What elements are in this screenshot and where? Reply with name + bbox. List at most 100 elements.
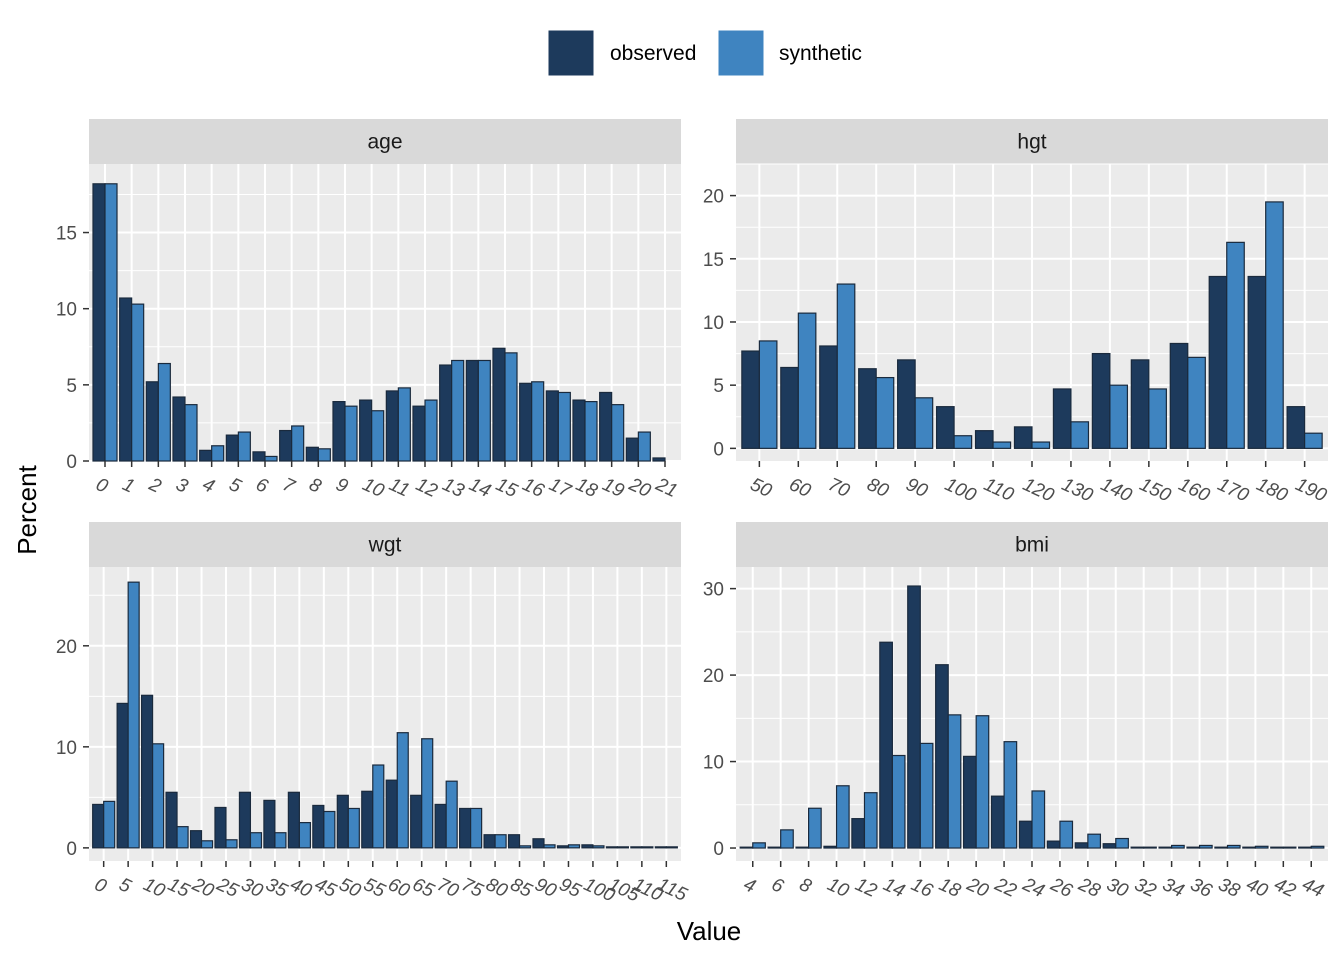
y-tick-label-wgt: 20 xyxy=(56,637,77,658)
y-tick-label-bmi: 0 xyxy=(713,839,724,860)
bar-wgt-observed-50 xyxy=(336,794,349,849)
bar-bmi-observed-8 xyxy=(795,846,810,849)
bar-age-synthetic-12 xyxy=(424,399,438,462)
x-tick-label-bmi: 24 xyxy=(1019,874,1048,902)
x-tick-label-bmi: 34 xyxy=(1159,874,1187,902)
x-tick-label-bmi: 38 xyxy=(1215,874,1243,902)
bar-bmi-observed-40 xyxy=(1242,846,1256,849)
bar-hgt-observed-150 xyxy=(1130,359,1150,449)
x-tick-label-age: 19 xyxy=(599,474,627,502)
bar-bmi-synthetic-8 xyxy=(808,807,822,849)
strip-label-age: age xyxy=(367,131,402,154)
bar-wgt-observed-5 xyxy=(116,702,129,849)
x-tick-label-age: 9 xyxy=(332,474,351,498)
y-axis-title: Percent xyxy=(12,464,42,554)
bar-age-observed-3 xyxy=(172,396,186,462)
x-tick-label-wgt: 40 xyxy=(287,874,315,902)
x-tick-label-bmi: 32 xyxy=(1131,874,1159,902)
x-tick-label-hgt: 90 xyxy=(903,474,931,502)
bar-hgt-synthetic-60 xyxy=(797,312,817,449)
legend: observed synthetic xyxy=(547,29,862,77)
x-tick-label-age: 7 xyxy=(279,474,299,498)
x-tick-label-age: 1 xyxy=(119,474,137,498)
bar-hgt-synthetic-140 xyxy=(1109,384,1129,449)
x-axis-title: Value xyxy=(677,916,742,946)
bar-wgt-synthetic-0 xyxy=(103,800,116,849)
bar-bmi-observed-14 xyxy=(879,641,893,849)
bar-age-synthetic-14 xyxy=(477,359,491,462)
bar-bmi-observed-32 xyxy=(1130,846,1145,849)
x-tick-label-bmi: 30 xyxy=(1103,874,1131,902)
bar-wgt-synthetic-115 xyxy=(665,846,678,849)
x-tick-label-wgt: 30 xyxy=(238,874,266,902)
bar-hgt-synthetic-80 xyxy=(875,376,895,449)
bar-hgt-synthetic-190 xyxy=(1304,432,1323,449)
bar-bmi-synthetic-18 xyxy=(947,714,962,849)
bar-age-observed-2 xyxy=(145,381,159,462)
y-tick-label-hgt: 0 xyxy=(713,439,724,460)
x-tick-label-wgt: 45 xyxy=(311,874,339,902)
strip-wgt xyxy=(89,522,681,567)
x-tick-label-bmi: 44 xyxy=(1299,874,1327,902)
x-tick-label-age: 15 xyxy=(492,474,520,502)
bar-age-synthetic-9 xyxy=(344,405,358,462)
bar-hgt-observed-160 xyxy=(1169,342,1189,449)
bar-hgt-observed-110 xyxy=(974,430,994,449)
bar-bmi-synthetic-22 xyxy=(1003,741,1018,849)
bar-hgt-observed-190 xyxy=(1286,406,1306,449)
bar-age-synthetic-1 xyxy=(131,303,145,462)
bar-age-synthetic-8 xyxy=(317,448,331,462)
x-tick-label-wgt: 35 xyxy=(262,874,290,902)
bar-age-observed-4 xyxy=(199,449,213,462)
bar-bmi-synthetic-38 xyxy=(1226,844,1241,849)
bar-bmi-observed-6 xyxy=(767,846,782,849)
bar-wgt-synthetic-95 xyxy=(567,844,581,849)
bar-age-synthetic-10 xyxy=(371,410,385,462)
strip-bmi xyxy=(736,522,1328,567)
bar-hgt-observed-170 xyxy=(1208,275,1228,449)
bar-age-synthetic-19 xyxy=(611,404,625,462)
x-tick-label-wgt: 10 xyxy=(140,874,168,902)
x-tick-label-age: 4 xyxy=(199,474,217,498)
bar-bmi-observed-26 xyxy=(1046,840,1061,849)
x-tick-label-age: 8 xyxy=(306,474,325,498)
bar-wgt-synthetic-65 xyxy=(421,738,434,849)
bar-bmi-observed-4 xyxy=(739,846,754,849)
x-tick-label-age: 6 xyxy=(252,474,271,498)
bar-age-synthetic-16 xyxy=(531,381,545,462)
bar-wgt-observed-105 xyxy=(605,846,618,849)
bar-hgt-synthetic-120 xyxy=(1031,441,1051,449)
bar-age-observed-6 xyxy=(252,451,266,462)
x-tick-label-bmi: 26 xyxy=(1046,874,1075,903)
bar-wgt-synthetic-60 xyxy=(396,732,409,849)
x-tick-label-wgt: 95 xyxy=(556,874,584,902)
x-tick-label-bmi: 36 xyxy=(1187,874,1215,902)
bar-bmi-observed-44 xyxy=(1298,846,1312,849)
bar-hgt-observed-50 xyxy=(741,350,760,449)
bar-age-observed-19 xyxy=(599,391,613,462)
x-tick-label-bmi: 20 xyxy=(963,874,992,903)
bar-wgt-observed-0 xyxy=(92,803,105,849)
bar-age-observed-18 xyxy=(572,399,586,462)
bar-age-synthetic-18 xyxy=(584,401,598,462)
x-tick-label-bmi: 40 xyxy=(1243,874,1271,902)
bar-wgt-observed-55 xyxy=(361,790,374,849)
legend-key-observed xyxy=(547,29,595,77)
bar-bmi-observed-24 xyxy=(1018,820,1033,849)
bar-hgt-observed-80 xyxy=(858,368,877,449)
legend-label-observed: observed xyxy=(610,42,696,65)
x-tick-label-wgt: 20 xyxy=(188,874,217,903)
bar-hgt-observed-130 xyxy=(1052,388,1072,449)
bar-hgt-synthetic-110 xyxy=(992,441,1012,449)
bar-wgt-observed-40 xyxy=(287,791,300,849)
bar-wgt-observed-25 xyxy=(214,806,227,849)
bar-wgt-observed-90 xyxy=(532,838,545,849)
bar-hgt-observed-140 xyxy=(1091,352,1111,449)
y-tick-label-hgt: 20 xyxy=(703,187,724,208)
bar-wgt-observed-35 xyxy=(263,799,276,849)
bar-wgt-observed-15 xyxy=(165,791,178,849)
y-tick-label-age: 5 xyxy=(66,376,77,397)
bar-wgt-synthetic-5 xyxy=(127,581,140,849)
